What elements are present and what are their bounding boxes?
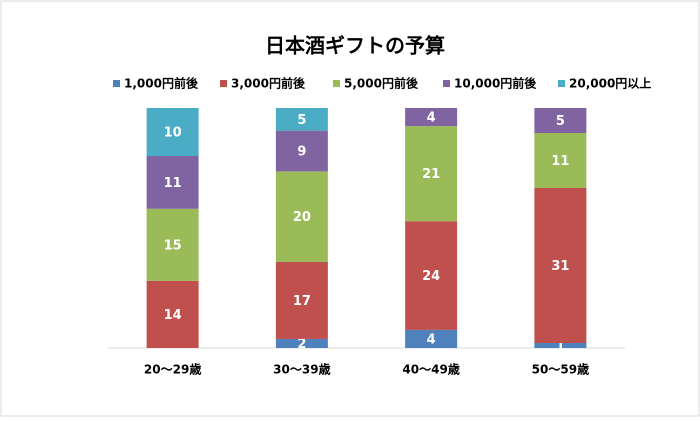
data-label: 4: [427, 111, 436, 126]
legend-swatch: [113, 80, 120, 87]
bar-segment: [534, 188, 587, 343]
legend-label: 1,000円前後: [124, 76, 199, 91]
data-label: 4: [427, 332, 436, 347]
x-tick-label: 50～59歳: [532, 362, 589, 377]
bar-segment: [275, 338, 328, 348]
legend-swatch: [443, 80, 450, 87]
data-label: 9: [297, 145, 306, 160]
data-label: 31: [551, 259, 569, 274]
bar-segment: [275, 261, 328, 339]
bar-segment: [275, 130, 328, 172]
data-label: 14: [164, 308, 182, 323]
data-label: 2: [297, 337, 306, 352]
x-tick-label: 30～39歳: [273, 362, 330, 377]
data-label: 17: [293, 294, 311, 309]
bar-segment: [534, 108, 587, 133]
data-label: 5: [556, 114, 565, 129]
data-label: 11: [164, 176, 182, 191]
legend-label: 5,000円前後: [344, 76, 419, 91]
data-label: 20: [293, 210, 311, 225]
bar-segment: [275, 171, 328, 262]
bar-segment: [534, 343, 587, 348]
data-label: 1: [556, 339, 565, 354]
data-label: 11: [551, 154, 569, 169]
bar-segment: [275, 108, 328, 131]
bar-segment: [146, 108, 199, 156]
bar-segment: [405, 329, 458, 348]
chart-title: 日本酒ギフトの予算: [265, 34, 445, 58]
legend-label: 20,000円以上: [569, 76, 651, 91]
bar-segment: [146, 156, 199, 209]
bar-segment: [146, 280, 199, 348]
legend-label: 10,000円前後: [454, 76, 537, 91]
bar-segment: [405, 221, 458, 330]
data-label: 21: [422, 167, 440, 182]
legend-swatch: [220, 80, 227, 87]
legend-swatch: [333, 80, 340, 87]
data-label: 10: [164, 126, 182, 141]
legend-label: 3,000円前後: [231, 76, 306, 91]
data-label: 15: [164, 238, 182, 253]
data-label: 24: [422, 269, 440, 284]
x-tick-label: 20～29歳: [144, 362, 201, 377]
data-label: 5: [297, 113, 306, 128]
bar-segment: [405, 108, 458, 127]
bar-segment: [534, 133, 587, 188]
bar-segment: [146, 208, 199, 281]
x-tick-label: 40～49歳: [402, 362, 459, 377]
bar-segment: [405, 126, 458, 222]
legend-swatch: [558, 80, 565, 87]
